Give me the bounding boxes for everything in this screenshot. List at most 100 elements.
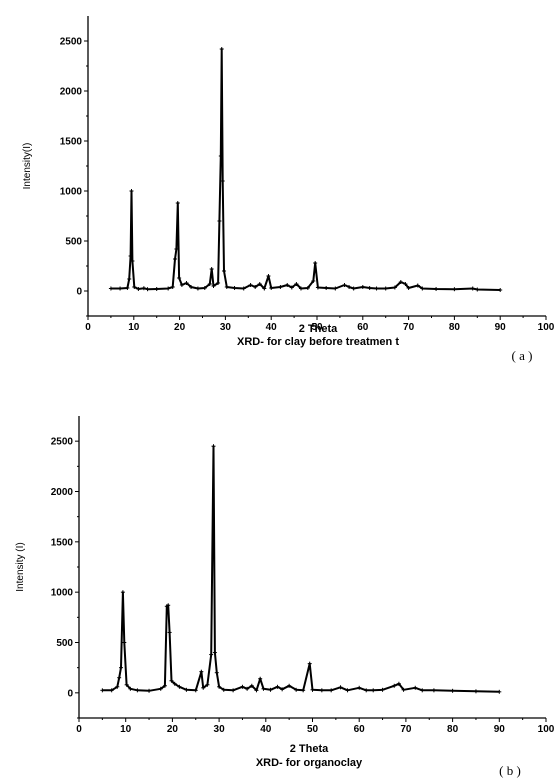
y-tick-label: 500	[56, 638, 73, 649]
data-point	[396, 681, 401, 686]
data-point	[147, 688, 152, 693]
data-point	[450, 688, 455, 693]
chart-panel-a: 0 500 1000 1500 2000 2500 0 10 20 30 40 50 60 70 80 90 1…	[22, 16, 555, 363]
data-point	[338, 685, 343, 690]
x-tick-label: 60	[354, 724, 366, 735]
data-point	[177, 276, 182, 280]
data-point	[214, 670, 219, 675]
data-point	[170, 285, 175, 289]
x-tick-label: 0	[85, 322, 91, 333]
data-point	[118, 286, 123, 291]
data-point	[401, 687, 406, 692]
data-point	[201, 685, 206, 690]
data-point	[374, 286, 379, 291]
data-point	[315, 285, 320, 290]
data-point	[177, 684, 182, 689]
data-point	[218, 154, 223, 158]
y-axis-title: Intensity(I)	[22, 143, 33, 190]
data-point	[261, 686, 266, 691]
data-point	[420, 688, 425, 693]
data-point	[392, 285, 397, 290]
x-tick-label: 0	[76, 724, 82, 735]
chart-caption: XRD- for organoclay	[256, 757, 363, 769]
y-tick-label: 500	[65, 237, 82, 248]
data-point	[249, 683, 254, 688]
x-tick-label: 20	[167, 724, 179, 735]
x-tick-label: 50	[307, 724, 319, 735]
data-point	[125, 286, 130, 290]
x-tick-label: 10	[120, 724, 132, 735]
data-point	[371, 688, 376, 693]
data-point	[205, 682, 210, 687]
x-tick-label: 80	[449, 322, 461, 333]
data-point	[301, 688, 306, 693]
data-point	[231, 688, 236, 693]
data-point	[245, 686, 250, 691]
data-point	[128, 686, 133, 691]
data-point	[298, 286, 303, 291]
data-point	[329, 688, 334, 693]
x-axis-title: 2 Theta	[290, 743, 329, 755]
data-point	[333, 286, 338, 291]
data-point	[141, 286, 146, 291]
x-tick-label: 50	[311, 322, 323, 333]
data-point	[184, 687, 189, 692]
data-point	[232, 286, 237, 290]
data-point	[108, 286, 113, 291]
x-tick-label: 100	[538, 724, 555, 735]
data-point	[289, 285, 294, 290]
data-point	[167, 630, 172, 635]
data-point	[280, 687, 285, 692]
data-point	[119, 665, 124, 670]
data-point	[240, 684, 245, 689]
data-point	[278, 285, 283, 289]
data-point	[127, 277, 132, 281]
data-point	[175, 201, 180, 205]
data-point	[392, 683, 397, 688]
series-line	[102, 445, 500, 693]
data-point	[248, 283, 253, 287]
y-tick-label: 2000	[51, 487, 74, 498]
data-point	[420, 286, 425, 291]
data-point	[216, 281, 221, 285]
data-point	[473, 689, 478, 694]
data-point	[221, 687, 226, 692]
data-point	[195, 286, 200, 291]
data-point	[431, 688, 436, 693]
data-point	[266, 274, 271, 278]
data-point	[100, 688, 105, 693]
data-point	[209, 652, 214, 657]
x-tick-label: 70	[403, 322, 415, 333]
data-point	[342, 283, 347, 287]
chart-panel-b: 0 500 1000 1500 2000 2500 0 10 20 30 40 50 60 70 80 90 1…	[15, 416, 555, 778]
data-point	[199, 669, 204, 674]
x-tick-label: 80	[447, 724, 459, 735]
data-point	[497, 689, 502, 694]
data-point	[360, 285, 365, 289]
data-point	[224, 285, 229, 289]
data-point	[158, 686, 163, 691]
data-point	[132, 285, 137, 289]
x-axis-title: 2 Theta	[299, 323, 338, 335]
data-point	[406, 286, 411, 290]
data-point	[174, 247, 179, 251]
data-point	[117, 675, 122, 680]
data-point	[135, 688, 140, 693]
x-tick-label: 20	[174, 322, 186, 333]
y-tick-label: 1000	[60, 187, 83, 198]
data-point	[211, 284, 216, 288]
data-point	[109, 688, 114, 693]
data-point	[269, 286, 274, 290]
x-tick-label: 90	[495, 322, 507, 333]
data-point	[169, 678, 174, 683]
panel-label: ( a )	[512, 348, 533, 363]
data-point	[452, 287, 457, 292]
data-point	[287, 683, 292, 688]
data-point	[129, 189, 134, 193]
data-point	[313, 261, 318, 265]
data-point	[202, 286, 207, 290]
y-tick-label: 0	[67, 688, 73, 699]
panel-label: ( b )	[499, 763, 521, 778]
data-point	[310, 687, 315, 692]
data-point	[189, 285, 194, 289]
